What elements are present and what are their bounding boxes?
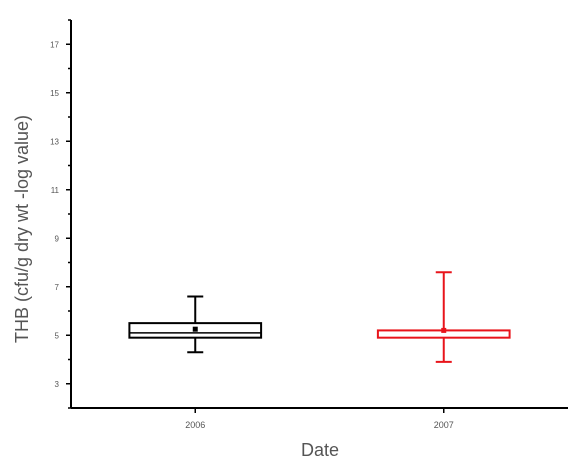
y-tick-label: 9 [55, 234, 60, 243]
y-tick-label: 13 [50, 137, 59, 146]
box-2006 [128, 295, 263, 354]
plot-area [70, 20, 568, 409]
y-tick-label: 3 [55, 380, 60, 389]
y-tick-label: 15 [50, 89, 59, 98]
x-tick-label: 2007 [434, 420, 454, 430]
mean-marker [441, 327, 447, 333]
y-tick-label: 11 [51, 186, 60, 195]
x-axis-ticks: 2006 2007 [185, 408, 454, 430]
x-tick-label: 2006 [185, 420, 205, 430]
box-2007 [376, 271, 511, 363]
y-axis-ticks: 3 5 7 9 11 13 15 17 [50, 19, 71, 409]
y-axis-title: THB (cfu/g dry wt -log value) [12, 115, 32, 343]
y-tick-label: 7 [55, 283, 60, 292]
y-tick-label: 17 [50, 40, 59, 49]
mean-marker [192, 326, 198, 332]
y-tick-label: 5 [55, 331, 60, 340]
x-axis-title: Date [301, 440, 339, 459]
box-series [128, 271, 511, 363]
